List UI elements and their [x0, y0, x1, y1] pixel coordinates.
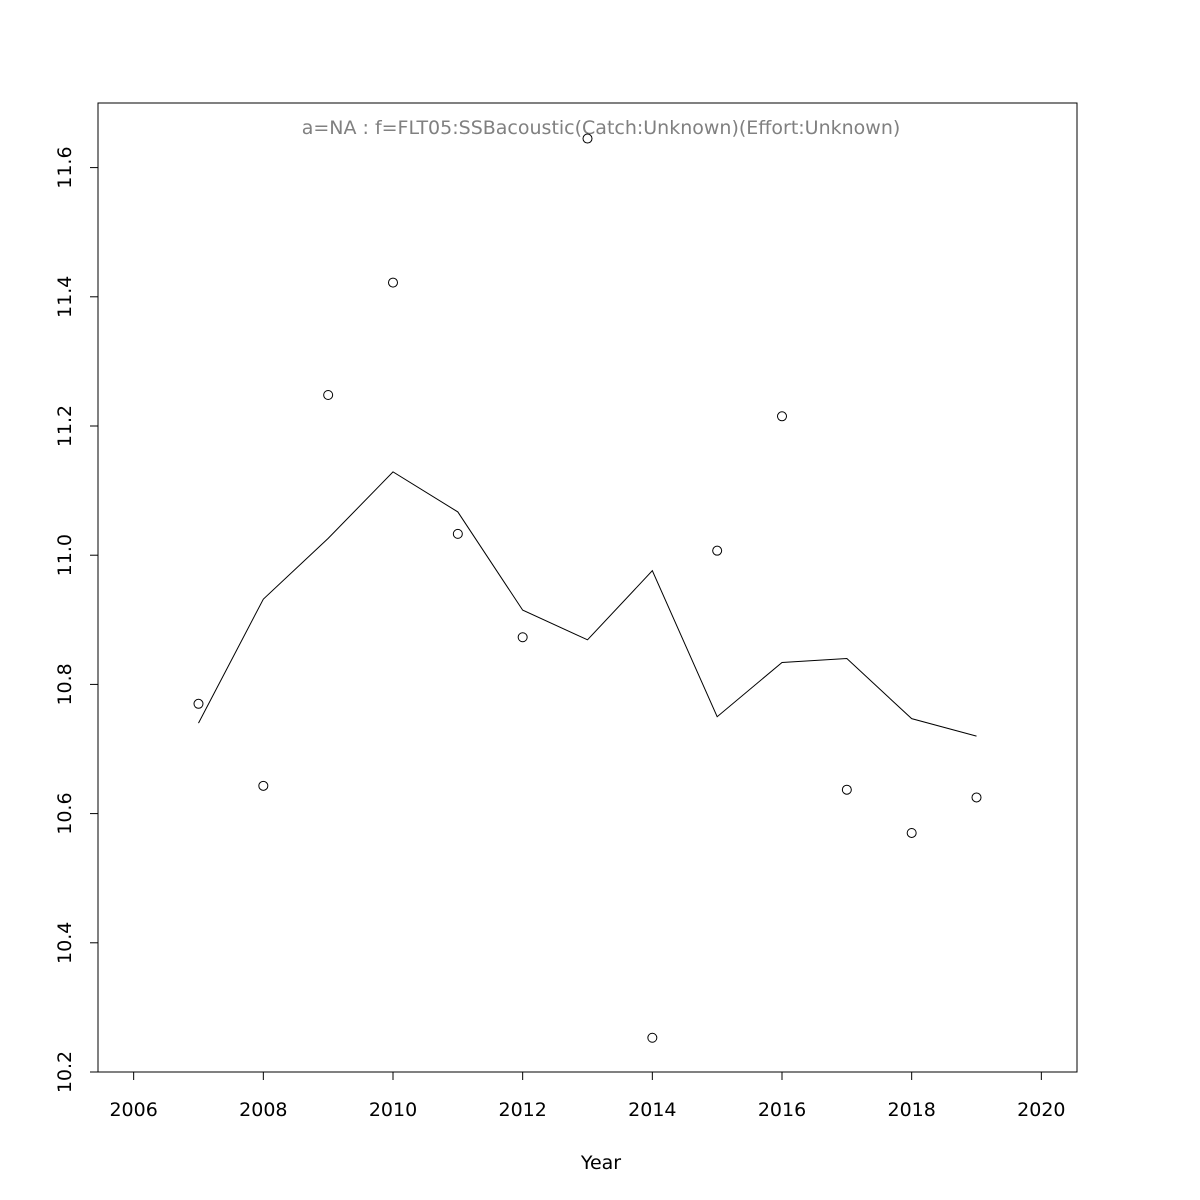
y-tick-label: 10.6 — [54, 792, 76, 834]
x-tick-label: 2020 — [1017, 1099, 1065, 1121]
x-tick-label: 2006 — [109, 1099, 157, 1121]
x-tick-label: 2018 — [887, 1099, 935, 1121]
data-point — [193, 698, 204, 709]
y-axis: 10.2 10.4 10.6 10.8 11.0 11.2 11.4 11.6 — [54, 146, 99, 1093]
observed-points — [193, 133, 982, 1043]
data-point — [517, 632, 528, 643]
plot-annotation: a=NA : f=FLT05:SSBacoustic(Catch:Unknown… — [302, 117, 901, 139]
data-point — [712, 545, 723, 556]
x-tick-label: 2010 — [369, 1099, 417, 1121]
fitted-line-path — [198, 471, 977, 737]
data-point — [452, 528, 463, 539]
plot-frame — [97, 102, 1078, 1073]
data-point — [582, 133, 593, 144]
y-tick-label: 11.0 — [54, 534, 76, 576]
data-point — [387, 277, 398, 288]
data-point — [258, 780, 269, 791]
y-tick-label: 10.2 — [54, 1051, 76, 1093]
x-axis-title: Year — [580, 1152, 621, 1174]
y-tick-label: 11.4 — [54, 276, 76, 318]
data-point — [971, 792, 982, 803]
x-axis: 2006 2008 2010 2012 2014 2016 2018 2020 — [109, 1071, 1066, 1121]
fitted-line — [198, 471, 977, 737]
data-point — [647, 1032, 658, 1043]
x-tick-label: 2012 — [498, 1099, 546, 1121]
y-tick-label: 11.6 — [54, 146, 76, 188]
y-tick-label: 10.8 — [54, 663, 76, 705]
x-tick-label: 2008 — [239, 1099, 287, 1121]
data-point — [841, 784, 852, 795]
data-point — [906, 827, 917, 838]
data-point — [323, 389, 334, 400]
data-point — [777, 411, 788, 422]
x-tick-label: 2016 — [758, 1099, 806, 1121]
y-tick-label: 10.4 — [54, 922, 76, 964]
x-tick-label: 2014 — [628, 1099, 676, 1121]
y-tick-label: 11.2 — [54, 405, 76, 447]
